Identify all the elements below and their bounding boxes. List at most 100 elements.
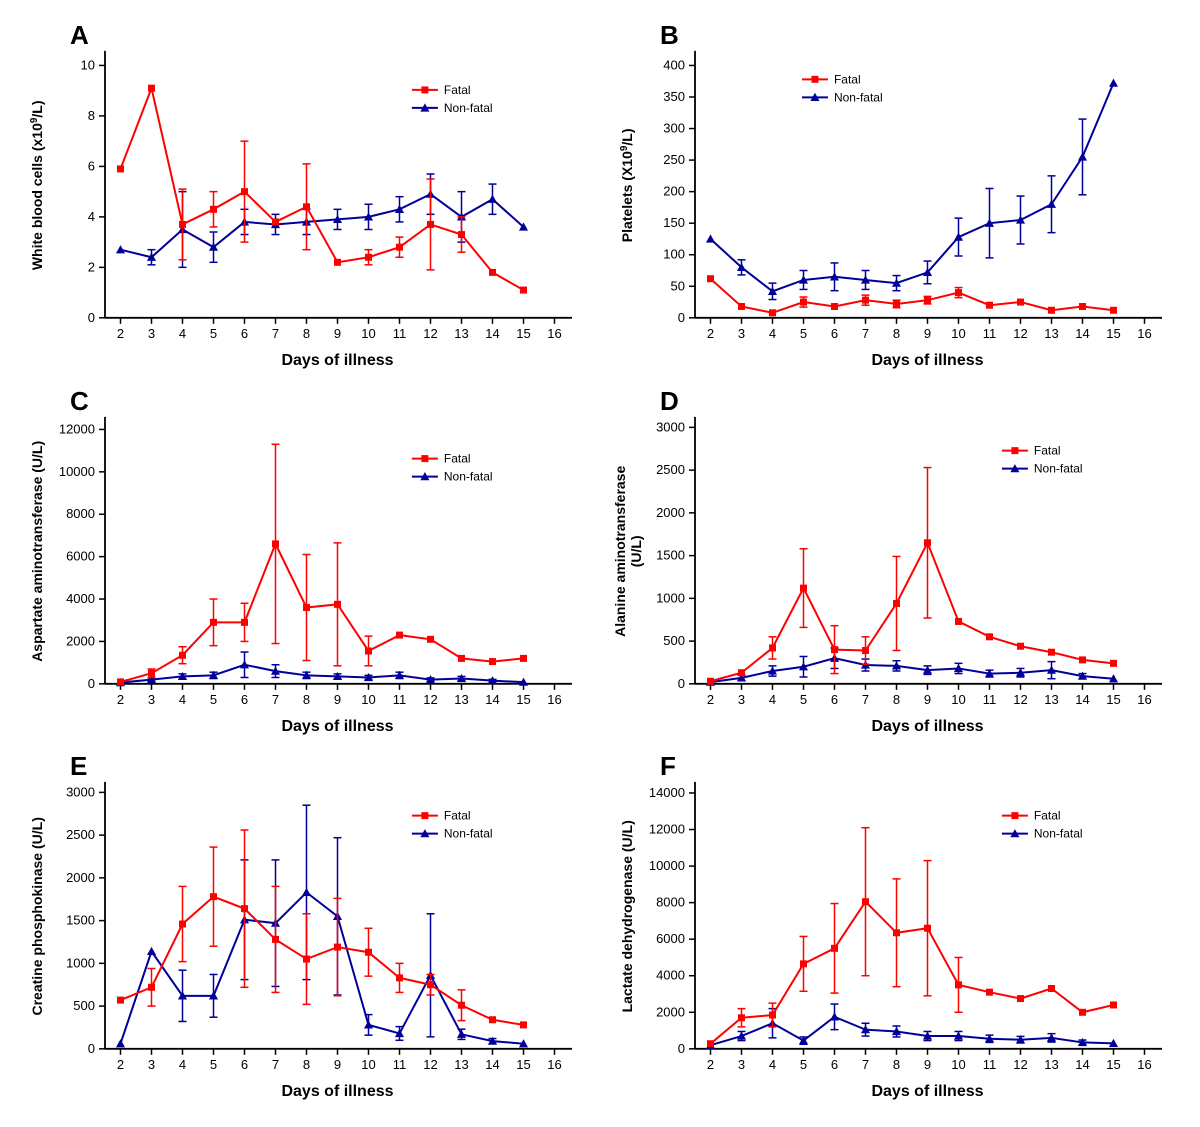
- svg-text:12: 12: [423, 326, 437, 341]
- svg-text:400: 400: [663, 57, 685, 72]
- svg-text:6: 6: [831, 1057, 838, 1072]
- svg-text:2: 2: [117, 691, 124, 706]
- svg-text:2000: 2000: [656, 1005, 685, 1020]
- svg-text:8: 8: [893, 326, 900, 341]
- svg-text:8: 8: [303, 1057, 310, 1072]
- svg-text:13: 13: [1044, 326, 1058, 341]
- svg-text:14: 14: [485, 326, 499, 341]
- svg-text:5: 5: [210, 326, 217, 341]
- svg-text:8: 8: [303, 691, 310, 706]
- svg-text:Days of illness: Days of illness: [871, 1083, 983, 1100]
- panel-b: B234567891011121314151605010015020025030…: [610, 20, 1180, 376]
- svg-text:7: 7: [862, 691, 869, 706]
- svg-text:5: 5: [210, 691, 217, 706]
- svg-text:Alanine aminotransferase(U/L): Alanine aminotransferase(U/L): [612, 465, 644, 636]
- svg-text:9: 9: [924, 326, 931, 341]
- svg-text:11: 11: [393, 1057, 407, 1072]
- svg-text:Days of illness: Days of illness: [281, 1083, 393, 1100]
- svg-text:2: 2: [117, 1057, 124, 1072]
- svg-text:10: 10: [951, 691, 965, 706]
- svg-text:Non-fatal: Non-fatal: [444, 101, 493, 115]
- svg-text:200: 200: [663, 184, 685, 199]
- svg-text:13: 13: [454, 1057, 468, 1072]
- svg-text:Fatal: Fatal: [444, 809, 471, 823]
- svg-text:12000: 12000: [59, 421, 95, 436]
- svg-text:Days of illness: Days of illness: [871, 717, 983, 734]
- svg-text:500: 500: [73, 998, 95, 1013]
- svg-text:Days of illness: Days of illness: [871, 352, 983, 369]
- svg-text:13: 13: [1044, 691, 1058, 706]
- panel-e: E234567891011121314151605001000150020002…: [20, 751, 590, 1107]
- svg-text:0: 0: [678, 675, 685, 690]
- svg-text:Fatal: Fatal: [1034, 809, 1061, 823]
- chart-grid: A 2 3 4 5 6 7 8 9 10 11 12 13 14 15 16 0 2 4 6 8 10 Days of il…: [20, 20, 1180, 1107]
- svg-text:Non-fatal: Non-fatal: [834, 90, 883, 104]
- svg-text:5: 5: [800, 326, 807, 341]
- svg-text:7: 7: [862, 326, 869, 341]
- svg-text:16: 16: [1137, 1057, 1151, 1072]
- svg-text:2: 2: [117, 326, 124, 341]
- svg-text:9: 9: [334, 691, 341, 706]
- svg-text:0: 0: [88, 675, 95, 690]
- svg-text:Creatine phosphokinase (U/L): Creatine phosphokinase (U/L): [29, 817, 45, 1015]
- svg-text:4000: 4000: [656, 968, 685, 983]
- svg-text:Fatal: Fatal: [444, 83, 471, 97]
- svg-text:7: 7: [862, 1057, 869, 1072]
- svg-text:0: 0: [678, 1041, 685, 1056]
- svg-text:3: 3: [738, 691, 745, 706]
- svg-text:12: 12: [423, 1057, 437, 1072]
- svg-text:12: 12: [1013, 1057, 1027, 1072]
- panel-c: C234567891011121314151602000400060008000…: [20, 386, 590, 742]
- svg-text:2500: 2500: [66, 827, 95, 842]
- svg-text:6: 6: [831, 326, 838, 341]
- svg-text:5: 5: [800, 691, 807, 706]
- svg-text:4: 4: [179, 691, 186, 706]
- svg-text:2000: 2000: [66, 633, 95, 648]
- svg-text:3: 3: [148, 691, 155, 706]
- svg-text:8: 8: [303, 326, 310, 341]
- svg-text:12: 12: [1013, 691, 1027, 706]
- svg-text:3: 3: [148, 1057, 155, 1072]
- svg-text:8000: 8000: [656, 895, 685, 910]
- panel-label: F: [660, 751, 676, 782]
- svg-text:14: 14: [1075, 691, 1089, 706]
- svg-text:15: 15: [1106, 691, 1120, 706]
- svg-text:2500: 2500: [656, 462, 685, 477]
- panel-d: D234567891011121314151605001000150020002…: [610, 386, 1180, 742]
- svg-text:16: 16: [547, 1057, 561, 1072]
- svg-text:15: 15: [1106, 326, 1120, 341]
- svg-text:10: 10: [951, 1057, 965, 1072]
- svg-text:150: 150: [663, 215, 685, 230]
- svg-text:350: 350: [663, 89, 685, 104]
- panel-label: A: [70, 20, 89, 51]
- svg-text:11: 11: [393, 691, 407, 706]
- svg-text:11: 11: [983, 1057, 997, 1072]
- svg-text:7: 7: [272, 326, 279, 341]
- svg-text:50: 50: [671, 278, 685, 293]
- svg-text:Days of illness: Days of illness: [281, 717, 393, 734]
- svg-text:1000: 1000: [656, 590, 685, 605]
- svg-text:0: 0: [678, 310, 685, 325]
- svg-text:9: 9: [924, 691, 931, 706]
- svg-text:13: 13: [454, 691, 468, 706]
- svg-text:100: 100: [663, 247, 685, 262]
- svg-text:10: 10: [361, 1057, 375, 1072]
- svg-text:Non-fatal: Non-fatal: [1034, 827, 1083, 841]
- svg-text:15: 15: [516, 691, 530, 706]
- svg-text:4: 4: [179, 326, 186, 341]
- svg-text:5: 5: [800, 1057, 807, 1072]
- svg-text:White blood cells (x109/L): White blood cells (x109/L): [29, 100, 46, 270]
- panel-f: F234567891011121314151602000400060008000…: [610, 751, 1180, 1107]
- svg-text:3: 3: [738, 1057, 745, 1072]
- svg-text:250: 250: [663, 152, 685, 167]
- svg-text:6: 6: [241, 691, 248, 706]
- panel-label: E: [70, 751, 87, 782]
- svg-text:16: 16: [547, 691, 561, 706]
- svg-text:9: 9: [334, 326, 341, 341]
- svg-text:Lactate dehydrogenase (U/L): Lactate dehydrogenase (U/L): [619, 821, 635, 1013]
- svg-text:8: 8: [893, 691, 900, 706]
- svg-text:2000: 2000: [66, 870, 95, 885]
- panel-a: A23456789101112131415160246810Days of il…: [20, 20, 590, 376]
- svg-text:6: 6: [241, 326, 248, 341]
- svg-text:8000: 8000: [66, 506, 95, 521]
